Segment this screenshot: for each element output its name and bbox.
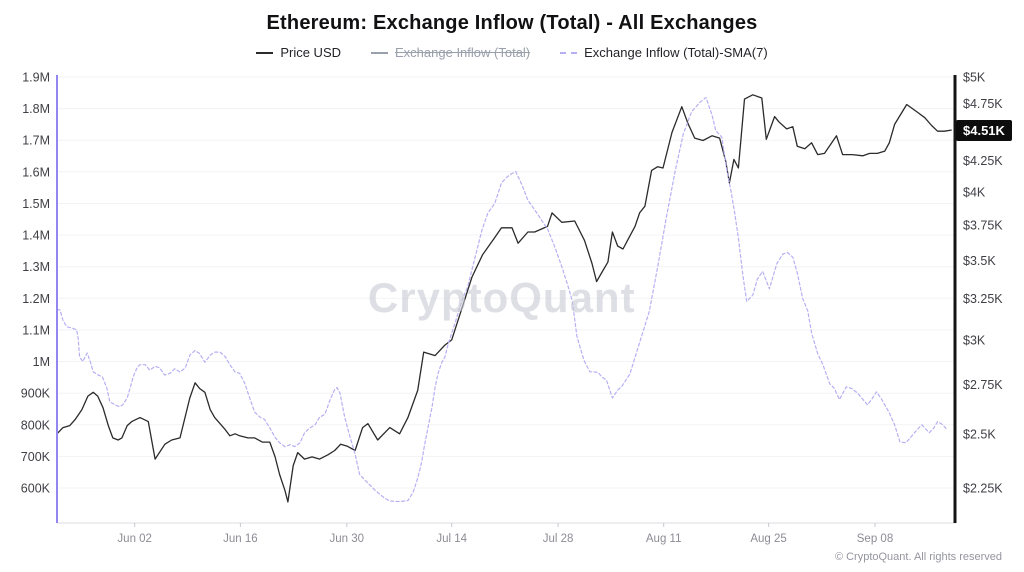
svg-text:Aug 25: Aug 25 <box>750 533 786 545</box>
svg-text:1.1M: 1.1M <box>22 323 50 337</box>
right-axis-labels: $5K $4.75K $4.25K $4K $3.75K $3.5K $3.25K $3K $2… <box>963 71 1003 496</box>
legend-marker-icon <box>371 51 389 54</box>
svg-text:Aug 11: Aug 11 <box>646 533 682 545</box>
svg-text:$3.25K: $3.25K <box>963 292 1003 306</box>
svg-text:1M: 1M <box>33 355 50 369</box>
legend-label: Price USD <box>280 45 342 60</box>
gridlines <box>57 76 955 489</box>
legend-item-exchange-inflow-total-[interactable]: Exchange Inflow (Total) <box>371 45 530 60</box>
legend-label: Exchange Inflow (Total)-SMA(7) <box>584 45 768 60</box>
svg-text:$3.75K: $3.75K <box>963 219 1003 233</box>
svg-text:1.2M: 1.2M <box>22 292 50 306</box>
legend: Price USD Exchange Inflow (Total) Exchange… <box>0 45 1024 60</box>
legend-item-price-usd[interactable]: Price USD <box>256 45 341 60</box>
svg-text:1.4M: 1.4M <box>22 229 50 243</box>
legend-label: Exchange Inflow (Total) <box>395 45 531 60</box>
svg-text:Sep 08: Sep 08 <box>857 533 893 545</box>
svg-text:$2.25K: $2.25K <box>963 482 1003 496</box>
svg-text:Jun 16: Jun 16 <box>223 533 258 545</box>
svg-text:1.7M: 1.7M <box>22 134 50 148</box>
svg-text:Jul 14: Jul 14 <box>436 533 467 545</box>
svg-text:$3K: $3K <box>963 333 986 347</box>
page-title: Ethereum: Exchange Inflow (Total) - All … <box>266 12 758 34</box>
svg-text:1.9M: 1.9M <box>22 71 50 85</box>
svg-text:$4.75K: $4.75K <box>963 97 1003 111</box>
legend-marker-icon <box>256 51 274 54</box>
svg-text:Jul 28: Jul 28 <box>543 533 574 545</box>
svg-text:Jun 30: Jun 30 <box>330 533 365 545</box>
copyright-text: © CryptoQuant. All rights reserved <box>834 551 1002 563</box>
svg-text:$4.25K: $4.25K <box>963 154 1003 168</box>
legend-item-exchange-inflow-total-sma-7-[interactable]: Exchange Inflow (Total)-SMA(7) <box>560 45 768 60</box>
svg-text:$5K: $5K <box>963 71 986 85</box>
svg-text:700K: 700K <box>21 450 51 464</box>
left-axis-labels: 1.9M 1.8M 1.7M 1.6M 1.5M 1.4M 1.3M 1.2M 1.1M 1M 90… <box>21 71 51 496</box>
price-line <box>56 94 952 503</box>
svg-text:$2.75K: $2.75K <box>963 378 1003 392</box>
svg-text:1.6M: 1.6M <box>22 165 50 179</box>
x-axis-labels: Jun 02 Jun 16 Jun 30 Jul 14 Jul 28 Aug 11 Aug … <box>117 523 893 545</box>
svg-text:1.8M: 1.8M <box>22 102 50 116</box>
svg-text:$3.5K: $3.5K <box>963 254 996 268</box>
svg-text:600K: 600K <box>21 482 51 496</box>
current-price-badge: $4.51K <box>956 120 1012 141</box>
svg-text:$2.5K: $2.5K <box>963 427 996 441</box>
svg-text:$4K: $4K <box>963 185 986 199</box>
svg-text:800K: 800K <box>21 418 51 432</box>
svg-text:Jun 02: Jun 02 <box>117 533 152 545</box>
legend-marker-icon <box>560 51 578 54</box>
svg-text:1.3M: 1.3M <box>22 260 50 274</box>
sma-line <box>56 96 948 503</box>
svg-text:1.5M: 1.5M <box>22 197 50 211</box>
svg-text:900K: 900K <box>21 387 51 401</box>
